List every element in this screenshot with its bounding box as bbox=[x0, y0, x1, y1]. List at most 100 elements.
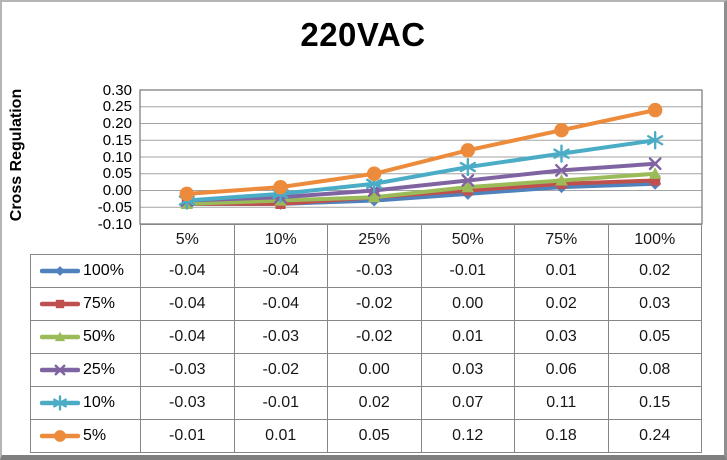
plot-area bbox=[139, 89, 703, 225]
chart-title: 220VAC bbox=[300, 16, 426, 53]
table-value-cell: -0.02 bbox=[327, 287, 422, 321]
table-value-cell: -0.03 bbox=[327, 254, 422, 288]
table-value-cell: -0.01 bbox=[420, 254, 515, 288]
series-2-marker bbox=[648, 167, 662, 179]
legend-marker bbox=[54, 430, 66, 442]
y-axis-title: Cross Regulation bbox=[8, 88, 25, 222]
legend-label: 5% bbox=[83, 427, 107, 444]
legend-label: 100% bbox=[83, 262, 124, 279]
table-value-cell: 0.01 bbox=[514, 254, 609, 288]
legend-item: 25% bbox=[30, 353, 141, 387]
table-value-cell: -0.04 bbox=[233, 287, 328, 321]
y-axis-tick-label: 0.10 bbox=[102, 148, 132, 166]
series-3-marker bbox=[555, 163, 568, 177]
table-value-cell: -0.01 bbox=[233, 386, 328, 420]
table-value-cell: 0.02 bbox=[607, 254, 702, 288]
legend-marker bbox=[54, 331, 66, 342]
series-5-marker bbox=[554, 123, 569, 138]
table-corner-cell bbox=[31, 225, 141, 255]
table-value-cell: -0.03 bbox=[233, 320, 328, 354]
table-value-cell: 0.02 bbox=[514, 287, 609, 321]
series-4-marker bbox=[459, 157, 476, 177]
series-2-marker bbox=[461, 180, 475, 193]
table-header-cell: 75% bbox=[514, 224, 609, 255]
series-5-line bbox=[184, 108, 658, 196]
legend-label: 75% bbox=[83, 295, 116, 312]
series-3-line bbox=[184, 161, 658, 203]
chart-data-table: 5% 10% 25% 50% 75% 100% 100% -0.04 -0.04 -0.03 -0.… bbox=[30, 224, 702, 453]
table-value-cell: 0.15 bbox=[607, 386, 702, 420]
legend-swatch-asterisk-icon bbox=[40, 395, 80, 411]
table-header-cell: 10% bbox=[233, 224, 328, 255]
y-axis-tick-label: 0.00 bbox=[102, 182, 132, 199]
table-value-cell: 0.24 bbox=[607, 419, 702, 453]
series-2-line bbox=[184, 171, 658, 206]
table-value-cell: 0.00 bbox=[420, 287, 515, 321]
series-4-line bbox=[184, 138, 658, 203]
table-value-cell: 0.01 bbox=[233, 419, 328, 453]
legend-item: 75% bbox=[30, 287, 141, 321]
table-row: 5% -0.01 0.01 0.05 0.12 0.18 0.24 bbox=[30, 419, 702, 453]
legend-swatch-circle-icon bbox=[40, 430, 80, 442]
series-3-marker bbox=[461, 174, 475, 187]
y-axis-tick-label: 0.15 bbox=[102, 131, 132, 149]
table-value-cell: 0.12 bbox=[420, 419, 515, 453]
legend-item: 100% bbox=[30, 254, 141, 288]
table-value-cell: 0.06 bbox=[514, 353, 609, 387]
table-value-cell: 0.00 bbox=[327, 353, 422, 387]
table-value-cell: 0.18 bbox=[514, 419, 609, 453]
legend-swatch-triangle-icon bbox=[40, 331, 80, 342]
table-row: 100% -0.04 -0.04 -0.03 -0.01 0.01 0.02 bbox=[30, 254, 702, 288]
legend-label: 50% bbox=[83, 328, 116, 345]
legend-marker bbox=[55, 266, 65, 276]
y-axis-tick-label: 0.20 bbox=[102, 115, 132, 132]
series-2-marker bbox=[367, 190, 381, 203]
table-value-cell: 0.03 bbox=[607, 287, 702, 321]
table-value-cell: 0.08 bbox=[607, 353, 702, 387]
table-value-cell: 0.05 bbox=[327, 419, 422, 453]
table-value-cell: -0.04 bbox=[140, 254, 235, 288]
table-value-cell: 0.07 bbox=[420, 386, 515, 420]
y-axis-tick-label: -0.05 bbox=[97, 198, 132, 216]
series-2-marker bbox=[555, 173, 568, 186]
legend-marker bbox=[53, 395, 67, 411]
legend-swatch-square-icon bbox=[40, 299, 80, 309]
table-value-cell: -0.04 bbox=[233, 254, 328, 288]
table-header-cell: 100% bbox=[607, 224, 702, 255]
table-header-cell: 5% bbox=[140, 224, 235, 255]
table-value-cell: 0.03 bbox=[514, 320, 609, 354]
series-5-marker bbox=[647, 102, 663, 118]
table-row: 10% -0.03 -0.01 0.02 0.07 0.11 0.15 bbox=[30, 386, 702, 420]
table-row: 75% -0.04 -0.04 -0.02 0.00 0.02 0.03 bbox=[30, 287, 702, 321]
legend-swatch-diamond-icon bbox=[40, 266, 80, 276]
table-value-cell: 0.03 bbox=[420, 353, 515, 387]
legend-marker bbox=[55, 299, 65, 309]
y-axis-tick-label: -0.10 bbox=[97, 215, 132, 233]
table-value-cell: 0.11 bbox=[514, 386, 609, 420]
legend-swatch-x-icon bbox=[40, 364, 80, 376]
legend-item: 50% bbox=[30, 320, 141, 354]
y-axis-tick-label: 0.25 bbox=[102, 98, 132, 116]
table-value-cell: -0.01 bbox=[140, 419, 235, 453]
legend-label: 10% bbox=[83, 394, 116, 411]
legend-label: 25% bbox=[83, 361, 116, 378]
series-4-marker bbox=[553, 144, 570, 163]
table-value-cell: -0.03 bbox=[140, 353, 235, 387]
table-value-cell: -0.02 bbox=[327, 320, 422, 354]
table-value-cell: 0.05 bbox=[607, 320, 702, 354]
table-value-cell: -0.02 bbox=[233, 353, 328, 387]
table-value-cell: 0.01 bbox=[420, 320, 515, 354]
table-row: 25% -0.03 -0.02 0.00 0.03 0.06 0.08 bbox=[30, 353, 702, 387]
table-row: 50% -0.04 -0.03 -0.02 0.01 0.03 0.05 bbox=[30, 320, 702, 354]
series-5-marker bbox=[273, 179, 288, 195]
table-value-cell: -0.04 bbox=[140, 287, 235, 321]
y-axis-tick-label: 0.30 bbox=[102, 81, 132, 99]
legend-item: 10% bbox=[30, 386, 141, 420]
series-1-marker bbox=[650, 175, 661, 186]
series-5-marker bbox=[366, 166, 382, 181]
series-5-marker bbox=[460, 143, 476, 158]
table-value-cell: -0.04 bbox=[140, 320, 235, 354]
table-value-cell: -0.03 bbox=[140, 386, 235, 420]
y-axis-tick-label: 0.05 bbox=[102, 165, 132, 183]
